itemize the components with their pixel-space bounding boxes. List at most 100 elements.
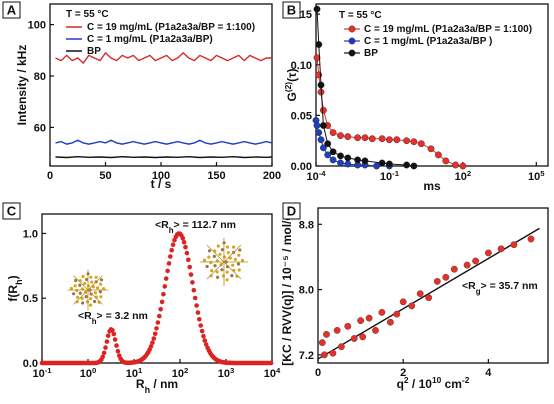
data-point [484, 249, 492, 257]
y-tick-label: 8.8 [299, 219, 314, 231]
y-tick-label: 100 [28, 20, 46, 32]
distribution-point [158, 306, 163, 312]
temperature-label: T = 55 °C [66, 9, 109, 20]
peak-annotation-small: <Rh> = 3.2 nm [78, 310, 148, 326]
x-axis-label: t / s [151, 177, 172, 191]
series-point-0 [442, 157, 450, 165]
molecule-bead [94, 275, 98, 279]
data-point [357, 317, 364, 324]
distribution-point [165, 268, 170, 274]
panel-label: A [7, 3, 17, 18]
distribution-point [170, 242, 176, 247]
temperature-label: T = 55 °C [339, 10, 382, 21]
y-tick-label: 8.0 [299, 285, 314, 297]
series-point-0 [403, 137, 410, 145]
data-point [320, 351, 328, 359]
series-point-1 [317, 136, 325, 144]
x-tick-label: 104 [264, 366, 281, 381]
legend-label-0: C = 19 mg/mL (P1a2a3a/BP = 1:100) [364, 24, 532, 35]
distribution-point [169, 247, 174, 253]
distribution-point [163, 276, 169, 281]
molecule-bead [225, 245, 229, 249]
rg-annotation: <Rg> = 35.7 nm [462, 280, 538, 296]
molecule-bead [213, 264, 217, 268]
molecule-bead [69, 286, 73, 291]
data-point [399, 298, 407, 306]
distribution-point [150, 340, 155, 346]
series-point-2 [315, 41, 323, 48]
panel-label: C [7, 204, 17, 219]
molecule-bead [215, 259, 219, 263]
x-tick-label: 150 [207, 170, 225, 182]
molecule-bead [225, 278, 229, 282]
distribution-point [157, 313, 162, 319]
panel-label-box [282, 1, 301, 19]
distribution-point [155, 320, 161, 325]
molecule-bead [85, 300, 90, 304]
data-point [344, 322, 352, 330]
molecule-bead [236, 262, 241, 266]
x-tick-label: 200 [263, 170, 281, 182]
molecule-bead [215, 270, 219, 274]
data-point [408, 302, 416, 310]
distribution-point [148, 344, 154, 349]
data-point [333, 326, 341, 334]
legend-swatch-point-1 [348, 37, 356, 45]
x-tick-label: 2 [400, 367, 406, 379]
molecule-bead [89, 297, 93, 301]
small-molecule-sketch-icon [67, 269, 109, 311]
molecule-bead [81, 301, 85, 305]
series-point-2 [361, 157, 369, 165]
series-line-1 [55, 139, 273, 145]
y-tick-label: 60 [34, 122, 46, 134]
distribution-point [105, 333, 111, 339]
series-point-0 [344, 133, 352, 141]
molecule-bead [226, 251, 230, 255]
distribution-point [152, 331, 158, 337]
distribution-point [198, 323, 203, 328]
molecule-bead [102, 287, 106, 291]
molecule-arm [73, 275, 89, 291]
y-tick-label: 0.10 [291, 60, 312, 72]
molecule-bead [75, 288, 79, 293]
data-point [442, 273, 450, 281]
data-point [527, 235, 535, 243]
series-point-2 [319, 122, 327, 129]
distribution-point [194, 303, 199, 308]
distribution-point [103, 345, 108, 350]
molecule-bead [89, 303, 93, 307]
data-point [323, 330, 330, 338]
molecule-bead [238, 248, 242, 252]
data-point [365, 314, 373, 322]
x-tick-label: 50 [99, 170, 111, 182]
x-tick-label: 10-1 [32, 366, 52, 381]
series-point-0 [378, 135, 386, 143]
distribution-point [197, 317, 202, 322]
molecule-bead [93, 299, 97, 304]
panel-c-chart: 10-1 100 101 102 103 104 0.0 0.5 1.0 <Rh> = 3.2 n… [2, 202, 281, 395]
panel-label: B [287, 3, 296, 18]
data-point [425, 294, 433, 302]
molecule-bead [89, 292, 93, 296]
molecule-bead [99, 278, 104, 282]
molecule-arm [223, 244, 242, 263]
data-point [416, 290, 424, 298]
x-axis-label: q2 / 1010 cm-2 [397, 375, 470, 391]
series-point-2 [403, 161, 410, 169]
data-point [318, 339, 326, 346]
series-point-2 [329, 148, 337, 156]
y-tick-label: 0.5 [23, 293, 38, 305]
series-point-0 [385, 136, 393, 144]
x-tick-label: 102 [172, 366, 189, 381]
series-point-0 [417, 140, 425, 148]
molecule-bead [75, 300, 79, 304]
series-point-0 [329, 129, 337, 137]
x-tick-label: 0 [47, 170, 53, 182]
molecule-bead [85, 277, 89, 282]
molecule-bead [225, 270, 229, 274]
legend-label-1: C = 1 mg/mL (P1a2a3a/BP ) [364, 36, 492, 47]
distribution-point [183, 244, 188, 250]
panel-label-box [2, 1, 21, 19]
distribution-point [180, 235, 186, 241]
legend-swatch-point-2 [348, 49, 356, 57]
